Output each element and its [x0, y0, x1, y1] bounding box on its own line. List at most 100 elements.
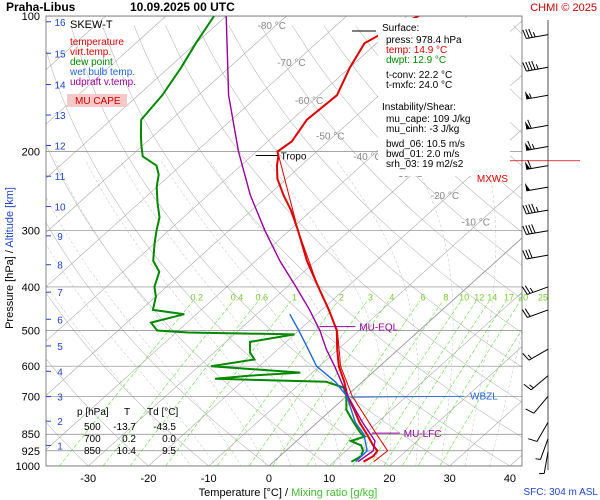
- wind-barb-flag: [524, 91, 531, 100]
- dry-adiabat: [133, 25, 522, 438]
- chart-overlay: -80 °C-70 °C-60 °C-50 °C-40 °C-30 °C-20 …: [190, 21, 547, 440]
- wind-barb: [523, 375, 549, 391]
- wind-barb-half-feather: [532, 31, 536, 38]
- moist-adiabat: [336, 160, 420, 466]
- mixing-ratio-label: 0.4: [231, 292, 244, 302]
- wind-barb-shaft: [528, 348, 549, 361]
- moist-adiabat: [46, 284, 192, 466]
- level-table-header-t: T: [124, 407, 130, 418]
- wind-barb-feather: [527, 140, 532, 150]
- wind-barb-feather: [528, 438, 538, 442]
- wind-barb-feather: [522, 205, 527, 215]
- wind-barb-shaft: [526, 66, 549, 72]
- wind-barb-feather: [531, 60, 536, 70]
- isotherm-line: [268, 237, 522, 466]
- wind-barb-flag: [524, 161, 531, 170]
- surface-temp: temp: 14.9 °C: [386, 45, 447, 56]
- wind-barb: [524, 91, 549, 100]
- mixing-ratio-label: 0.2: [190, 292, 203, 302]
- mixing-ratio-line: [368, 300, 477, 466]
- isotherm-label: -80 °C: [258, 21, 286, 32]
- isotherm-label: -50 °C: [316, 131, 344, 142]
- dry-adiabat: [46, 222, 270, 466]
- sfc-height-label: SFC: 304 m ASL: [524, 487, 599, 498]
- level-table-row-p: 500: [84, 422, 101, 433]
- wind-barb-feather: [525, 29, 530, 39]
- wind-barb-shaft: [526, 186, 549, 192]
- srh-03-value: srh_03: 19 m2/s2: [386, 159, 464, 170]
- altitude-tick-label: 5: [57, 342, 63, 353]
- wind-barb-half-feather: [535, 64, 539, 70]
- legend-updraft: udpraft v.temp.: [70, 77, 136, 88]
- wind-barb-shaft: [526, 230, 549, 236]
- moist-adiabat: [464, 160, 497, 466]
- pressure-tick-label: 600: [22, 361, 40, 373]
- wind-barb: [535, 438, 549, 460]
- altitude-tick-label: 3: [57, 393, 63, 404]
- temperature-tick-label: -30: [80, 473, 96, 485]
- legend-temperature: temperature: [70, 37, 124, 48]
- wind-barb-feather: [522, 353, 530, 361]
- wind-barb: [524, 159, 549, 170]
- wind-barb-feather: [522, 62, 527, 72]
- chart-axes: 1002003004005006007008509251000123456789…: [4, 11, 523, 499]
- altitude-tick-label: 13: [54, 111, 66, 122]
- legend-wet-bulb: wet bulb temp.: [69, 67, 135, 78]
- plot-frame: [45, 15, 523, 467]
- mu-cinh-value: mu_cinh: -3 J/kg: [386, 124, 459, 135]
- trace-temperature: [275, 16, 420, 463]
- surface-info-box: Surface: press: 978.4 hPa temp: 14.9 °C …: [378, 18, 510, 176]
- wind-barb-feather: [521, 309, 528, 318]
- y-axis-title-pressure: Pressure [hPa] /: [4, 248, 16, 329]
- wind-barb-shaft: [527, 286, 549, 295]
- wind-barb: [522, 348, 549, 361]
- mxws-label: MXWS: [477, 174, 508, 185]
- wind-barb-half-feather: [531, 144, 535, 150]
- altitude-tick-label: 14: [54, 81, 66, 92]
- y-axis-title-altitude: Altitude [km]: [4, 187, 16, 248]
- isotherm-label: -60 °C: [295, 96, 323, 107]
- tropopause-label: Tropo: [281, 151, 307, 162]
- altitude-tick-label: 11: [55, 172, 66, 183]
- mixing-ratio-label: 3: [368, 292, 373, 302]
- wind-barb-shaft: [526, 34, 549, 39]
- wind-barb-feather: [525, 225, 530, 235]
- level-table-row-td: 9.5: [162, 446, 176, 457]
- surface-info-background: [378, 18, 510, 176]
- isotherm-line: [208, 183, 522, 466]
- x-axis-title-mixing: Mixing ratio [g/kg]: [291, 487, 377, 499]
- level-table-header-p: p [hPa]: [77, 407, 109, 418]
- mixing-ratio-label: 17: [504, 292, 514, 302]
- temperature-tick-label: 0: [266, 473, 272, 485]
- altitude-tick-label: 7: [57, 288, 63, 299]
- legend-title: SKEW-T: [70, 19, 113, 31]
- mixing-ratio-label: 2: [339, 292, 344, 302]
- wind-barb: [522, 249, 549, 260]
- mu-lfc-label: MU-LFC: [404, 429, 442, 440]
- isotherm-line: [46, 16, 287, 233]
- level-table-row-p: 850: [84, 446, 101, 457]
- mixing-ratio-line: [352, 300, 462, 466]
- wind-barb-feather: [528, 204, 533, 214]
- wind-barb-half-feather: [527, 354, 532, 359]
- mixing-ratio-line: [102, 300, 234, 466]
- mixing-ratio-line: [216, 300, 339, 466]
- mixing-ratio-line: [331, 300, 443, 466]
- dry-adiabat: [228, 25, 522, 334]
- level-table-row-t: 0.2: [122, 434, 136, 445]
- wind-barb-feather: [525, 61, 530, 71]
- altitude-tick-label: 16: [54, 18, 66, 29]
- wind-barb-column: [510, 20, 580, 475]
- dry-adiabat: [46, 421, 89, 466]
- wind-barb: [521, 308, 549, 318]
- mixing-ratio-label: 4: [389, 292, 394, 302]
- mixing-ratio-line: [417, 300, 521, 466]
- wind-barb-feather: [521, 286, 528, 295]
- altitude-tick-label: 10: [54, 202, 66, 213]
- isotherm-line: [148, 129, 522, 466]
- wind-barb-half-feather: [528, 93, 532, 99]
- mu-cape-value: mu_cape: 109 J/kg: [386, 114, 471, 125]
- dry-adiabat: [323, 25, 522, 233]
- level-table-row-td: -43.5: [153, 422, 176, 433]
- mixing-ratio-label: 20: [518, 292, 528, 302]
